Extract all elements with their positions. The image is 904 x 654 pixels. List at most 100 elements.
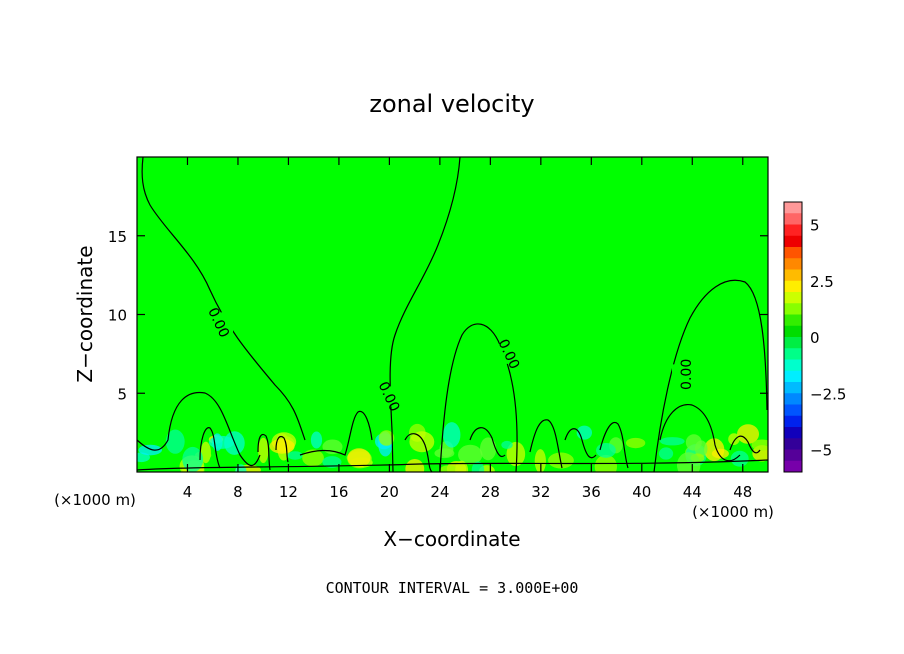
x-tick-label: 44 bbox=[683, 483, 702, 501]
field-patch bbox=[625, 437, 646, 449]
field-patch bbox=[258, 437, 269, 464]
x-unit-right: (×1000 m) bbox=[692, 503, 774, 521]
x-tick-label: 40 bbox=[632, 483, 651, 501]
field-patch bbox=[694, 440, 708, 458]
colorbar-tick-label: −5 bbox=[810, 442, 832, 460]
surface-contour-13 bbox=[137, 459, 768, 471]
colorbar-swatch bbox=[784, 438, 802, 450]
chart-title: zonal velocity bbox=[369, 90, 534, 118]
field-patch bbox=[347, 448, 371, 468]
colorbar-swatch bbox=[784, 382, 802, 394]
surface-contour-4 bbox=[275, 435, 289, 463]
colorbar-tick-label: 0 bbox=[810, 329, 820, 347]
field-patch bbox=[596, 442, 616, 458]
x-axis-ticks: 4 8 12 16 20 24 28 32 36 40 44 48 bbox=[183, 157, 752, 501]
x-tick-label: 36 bbox=[582, 483, 601, 501]
contour-label-bg bbox=[495, 343, 524, 364]
field-patch bbox=[479, 437, 497, 461]
field-patch bbox=[439, 465, 458, 472]
x-axis-label: X−coordinate bbox=[383, 527, 520, 551]
zero-contour-right bbox=[653, 279, 768, 472]
field-patch bbox=[443, 422, 461, 448]
y-tick-label: 10 bbox=[108, 307, 127, 325]
colorbar-tick-label: 5 bbox=[810, 217, 820, 235]
colorbar-ticks: 5 2.5 0 −2.5 −5 bbox=[810, 217, 846, 460]
field-patch bbox=[287, 451, 303, 460]
surface-contour-9 bbox=[564, 428, 597, 459]
field-patch bbox=[728, 433, 740, 446]
colorbar-swatch bbox=[784, 235, 802, 248]
colorbar-swatch bbox=[784, 258, 802, 270]
surface-contour-3 bbox=[257, 433, 271, 471]
field-patch bbox=[302, 449, 324, 467]
y-axis-ticks: 5 10 15 bbox=[108, 228, 768, 403]
colorbar-swatch bbox=[784, 427, 802, 439]
colorbar-swatch bbox=[784, 213, 802, 225]
colorbar-swatch bbox=[784, 202, 802, 214]
field-patch bbox=[138, 444, 162, 456]
field-patch bbox=[737, 424, 760, 444]
surface-contour-6 bbox=[404, 433, 433, 472]
field-patch bbox=[711, 448, 729, 459]
field-patch bbox=[471, 461, 485, 472]
field-patch bbox=[730, 450, 749, 467]
colorbar-swatch bbox=[784, 359, 802, 372]
x-tick-label: 48 bbox=[733, 483, 752, 501]
x-tick-label: 4 bbox=[183, 483, 193, 501]
field-patch bbox=[751, 439, 768, 451]
colorbar-swatch bbox=[784, 325, 802, 338]
x-tick-label: 32 bbox=[531, 483, 550, 501]
field-patch bbox=[409, 431, 435, 453]
zero-contour-mid bbox=[439, 323, 518, 472]
field-patch bbox=[660, 437, 685, 446]
field-patch bbox=[208, 435, 235, 449]
contour-interval-note: CONTOUR INTERVAL = 3.000E+00 bbox=[326, 579, 579, 597]
zero-contour-center bbox=[389, 157, 461, 472]
colorbar-swatch bbox=[784, 337, 802, 349]
colorbar-swatch bbox=[784, 393, 802, 405]
field-patch bbox=[501, 440, 513, 449]
surface-contour-11 bbox=[659, 404, 741, 462]
colorbar-swatch bbox=[784, 269, 802, 282]
surface-contour-8 bbox=[529, 419, 563, 469]
colorbar-swatch bbox=[784, 303, 802, 315]
colorbar-swatch bbox=[784, 415, 802, 428]
colorbar bbox=[783, 201, 803, 473]
colorbar-frame bbox=[783, 201, 803, 473]
field-patch bbox=[658, 447, 674, 460]
colorbar-swatch bbox=[784, 224, 802, 237]
field-patch bbox=[506, 441, 526, 467]
y-axis-label: Z−coordinate bbox=[73, 245, 97, 382]
contour-label: 0.00 bbox=[679, 359, 695, 390]
surface-contour-12 bbox=[729, 435, 761, 454]
field-patch bbox=[269, 438, 295, 454]
x-tick-label: 20 bbox=[380, 483, 399, 501]
colorbar-tick-label: −2.5 bbox=[810, 385, 846, 403]
zero-contour-left bbox=[141, 157, 306, 441]
colorbar-swatch bbox=[784, 247, 802, 259]
colorbar-swatch bbox=[784, 370, 802, 383]
y-tick-label: 5 bbox=[117, 385, 127, 403]
field-patch bbox=[534, 449, 546, 472]
contour-label-bg bbox=[205, 312, 234, 333]
contour-lines bbox=[137, 157, 768, 472]
x-tick-label: 12 bbox=[279, 483, 298, 501]
field-patch bbox=[322, 456, 342, 469]
colorbar-swatch bbox=[784, 460, 802, 473]
colorbar-swatch bbox=[784, 314, 802, 327]
x-tick-label: 8 bbox=[233, 483, 243, 501]
field-patch bbox=[594, 454, 617, 472]
field-patch bbox=[434, 448, 455, 459]
contour-label-bg bbox=[671, 364, 700, 385]
field-patch bbox=[378, 430, 395, 446]
surface-contour-1 bbox=[137, 391, 261, 467]
field-patch bbox=[405, 459, 425, 472]
colorbar-tick-label: 2.5 bbox=[810, 273, 834, 291]
colorbar-swatch bbox=[784, 404, 802, 417]
plot-area bbox=[137, 157, 768, 472]
field-patch bbox=[322, 439, 343, 455]
x-unit-left: (×1000 m) bbox=[54, 491, 136, 509]
field-patch bbox=[165, 429, 185, 454]
field-patch bbox=[310, 431, 323, 449]
